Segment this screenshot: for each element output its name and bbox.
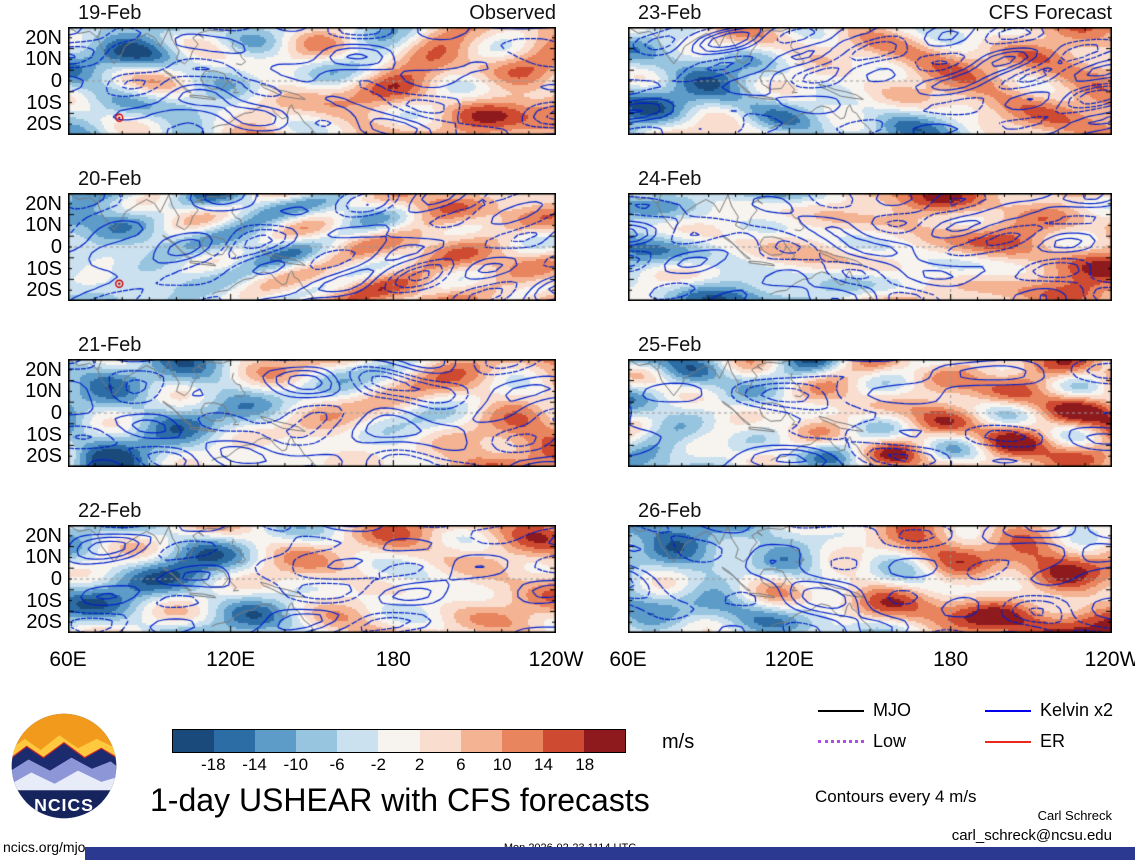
map-panel-forecast-24feb bbox=[628, 193, 1112, 301]
lat-tick-label: 10N bbox=[25, 214, 62, 237]
map-panel-observed-22feb bbox=[68, 525, 556, 633]
colorbar-tick-label: -2 bbox=[370, 755, 386, 774]
map-panel-observed-20feb bbox=[68, 193, 556, 301]
colorbar-cell bbox=[337, 730, 379, 752]
colorbar-cell bbox=[419, 730, 461, 752]
colorbar-tick-label: -6 bbox=[329, 755, 345, 774]
lon-tick-label: 180 bbox=[375, 648, 411, 671]
colorbar bbox=[172, 729, 626, 753]
panel-date-24feb: 24-Feb bbox=[638, 168, 702, 190]
lat-tick-label: 10N bbox=[25, 380, 62, 403]
lat-tick-label: 0 bbox=[50, 236, 62, 258]
legend-item-kelvin: Kelvin x2 bbox=[985, 700, 1113, 721]
colorbar-cell bbox=[460, 730, 502, 752]
lat-tick-label: 20N bbox=[25, 26, 62, 49]
site-url: ncics.org/mjo bbox=[3, 839, 86, 855]
legend-label-low: Low bbox=[873, 731, 907, 751]
lon-tick-label: 60E bbox=[49, 648, 87, 671]
lat-tick-label: 10S bbox=[26, 423, 62, 446]
ncics-logo: NCICS bbox=[11, 713, 117, 819]
lat-tick-label: 10N bbox=[25, 48, 62, 71]
colorbar-tick-label: 18 bbox=[575, 755, 595, 774]
lat-tick-label: 0 bbox=[50, 402, 62, 424]
panel-date-23feb: 23-Feb bbox=[638, 2, 702, 24]
legend-label-mjo: MJO bbox=[873, 700, 911, 720]
colorbar-cell bbox=[214, 730, 256, 752]
map-panel-forecast-25feb bbox=[628, 359, 1112, 467]
lat-tick-label: 20N bbox=[25, 192, 62, 215]
legend-item-low: Low bbox=[818, 731, 906, 752]
colorbar-tick-label: 10 bbox=[492, 755, 512, 774]
panel-date-25feb: 25-Feb bbox=[638, 334, 702, 356]
figure-title: 1-day USHEAR with CFS forecasts bbox=[150, 782, 650, 818]
map-panel-observed-19feb bbox=[68, 27, 556, 135]
panel-date-21feb: 21-Feb bbox=[78, 334, 142, 356]
panel-date-26feb: 26-Feb bbox=[638, 500, 702, 522]
footer-bar bbox=[85, 847, 1135, 860]
lat-tick-label: 10S bbox=[26, 589, 62, 612]
lat-tick-label: 20S bbox=[26, 279, 62, 302]
legend-label-er: ER bbox=[1040, 731, 1066, 751]
colorbar-tick-label: -14 bbox=[242, 755, 267, 774]
colorbar-cell bbox=[296, 730, 338, 752]
panel-date-20feb: 20-Feb bbox=[78, 168, 142, 190]
colorbar-tick-labels: -18 -14 -10 -6 -2 2 6 10 14 18 bbox=[172, 755, 626, 775]
logo-text: NCICS bbox=[34, 795, 94, 815]
lat-tick-label: 10S bbox=[26, 91, 62, 114]
lat-tick-label: 20S bbox=[26, 113, 62, 136]
forecast-column-label: CFS Forecast bbox=[988, 2, 1112, 24]
mjo-line-sample bbox=[818, 709, 864, 712]
lat-tick-label: 20N bbox=[25, 358, 62, 381]
map-panel-forecast-23feb bbox=[628, 27, 1112, 135]
lat-tick-label: 0 bbox=[50, 568, 62, 590]
low-line-sample bbox=[818, 740, 864, 743]
logo-ridge-red-outline bbox=[11, 741, 117, 761]
lon-tick-label: 120E bbox=[764, 648, 814, 671]
lon-tick-label: 180 bbox=[933, 648, 969, 671]
legend-item-er: ER bbox=[985, 731, 1065, 752]
colorbar-tick-label: 2 bbox=[414, 755, 425, 774]
contour-interval-note: Contours every 4 m/s bbox=[815, 787, 977, 806]
colorbar-cell bbox=[542, 730, 584, 752]
panel-date-19feb: 19-Feb bbox=[78, 2, 142, 24]
observed-column-label: Observed bbox=[469, 2, 556, 24]
map-panel-forecast-26feb bbox=[628, 525, 1112, 633]
colorbar-tick-label: -10 bbox=[283, 755, 309, 774]
lon-tick-label: 120E bbox=[206, 648, 256, 671]
colorbar-cell bbox=[255, 730, 297, 752]
lon-tick-label: 120W bbox=[1084, 648, 1135, 671]
lon-tick-label: 120W bbox=[528, 648, 584, 671]
lat-tick-label: 0 bbox=[50, 70, 62, 92]
credit-name: Carl Schreck bbox=[1037, 808, 1112, 823]
legend-label-kelvin: Kelvin x2 bbox=[1040, 700, 1114, 720]
panel-date-22feb: 22-Feb bbox=[78, 500, 142, 522]
colorbar-tick-label: -18 bbox=[200, 755, 226, 774]
colorbar-cell bbox=[501, 730, 543, 752]
colorbar-tick-label: 6 bbox=[456, 755, 466, 774]
legend-item-mjo: MJO bbox=[818, 700, 911, 721]
colorbar-cell bbox=[378, 730, 420, 752]
lat-tick-label: 10S bbox=[26, 257, 62, 280]
credit-email: carl_schreck@ncsu.edu bbox=[951, 827, 1112, 844]
lat-tick-label: 10N bbox=[25, 546, 62, 569]
colorbar-cell bbox=[583, 730, 626, 752]
er-line-sample bbox=[985, 740, 1031, 743]
lat-tick-label: 20S bbox=[26, 445, 62, 468]
colorbar-units-label: m/s bbox=[662, 731, 695, 753]
colorbar-cell bbox=[173, 730, 215, 752]
colorbar-tick-label: 14 bbox=[533, 755, 553, 774]
lat-tick-label: 20S bbox=[26, 611, 62, 634]
lat-tick-label: 20N bbox=[25, 524, 62, 547]
lon-tick-label: 60E bbox=[609, 648, 647, 671]
kelvin-line-sample bbox=[985, 709, 1031, 712]
map-panel-observed-21feb bbox=[68, 359, 556, 467]
